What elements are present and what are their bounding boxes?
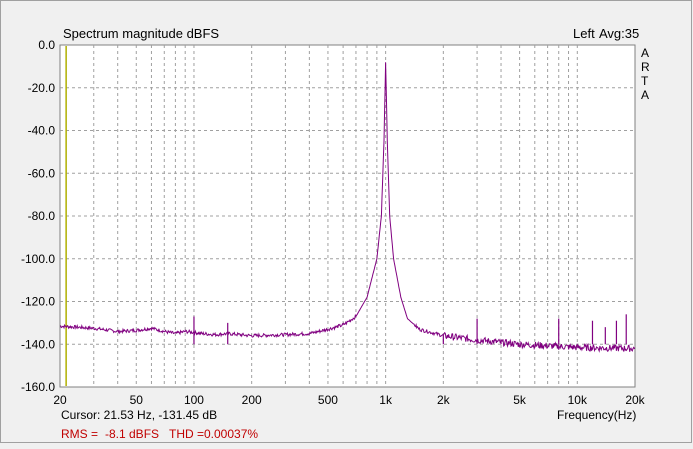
y-tick-label: -80.0: [28, 209, 56, 223]
thd-readout: THD =0.00037%: [169, 427, 258, 441]
y-tick-labels: 0.0 -20.0 -40.0 -60.0 -80.0 -100.0 -120.0 -140.…: [21, 38, 55, 394]
channel-label: Left: [573, 26, 595, 41]
chart-title: Spectrum magnitude dBFS: [63, 26, 219, 41]
y-tick-label: 0.0: [38, 38, 55, 52]
y-tick-label: -100.0: [21, 252, 55, 266]
x-tick-label: 20: [53, 393, 67, 407]
avg-label: Avg:35: [599, 26, 639, 41]
spectrum-series-line: [59, 62, 636, 353]
x-tick-label: 500: [318, 393, 338, 407]
x-tick-label: 100: [184, 393, 204, 407]
x-tick-label: 50: [130, 393, 144, 407]
x-tick-label: 2k: [437, 393, 451, 407]
rms-value: -8.1 dBFS: [105, 427, 159, 441]
x-tick-labels: 20 50 100 200 500 1k 2k 5k 10k 20k: [53, 393, 645, 407]
brand-letter: A: [641, 46, 649, 60]
x-tick-label: 5k: [513, 393, 527, 407]
x-tick-label: 200: [242, 393, 262, 407]
cursor-readout: Cursor: 21.53 Hz, -131.45 dB: [61, 408, 217, 422]
rms-label: RMS =: [61, 427, 98, 441]
y-tick-label: -140.0: [21, 337, 55, 351]
y-tick-label: -40.0: [28, 124, 56, 138]
x-tick-label: 1k: [379, 393, 393, 407]
x-tick-label: 20k: [625, 393, 645, 407]
brand-letter: A: [641, 88, 649, 102]
x-axis-label: Frequency(Hz): [557, 408, 636, 422]
y-tick-label: -120.0: [21, 295, 55, 309]
x-tick-label: 10k: [568, 393, 588, 407]
arta-brand: A R T A: [641, 46, 650, 102]
y-tick-label: -20.0: [28, 81, 56, 95]
plot-area[interactable]: [59, 44, 636, 388]
y-tick-label: -160.0: [21, 380, 55, 394]
brand-letter: T: [641, 74, 649, 88]
grid-lines: [60, 45, 635, 387]
harmonic-spikes: [193, 314, 627, 345]
y-tick-label: -60.0: [28, 166, 56, 180]
brand-letter: R: [641, 60, 650, 74]
